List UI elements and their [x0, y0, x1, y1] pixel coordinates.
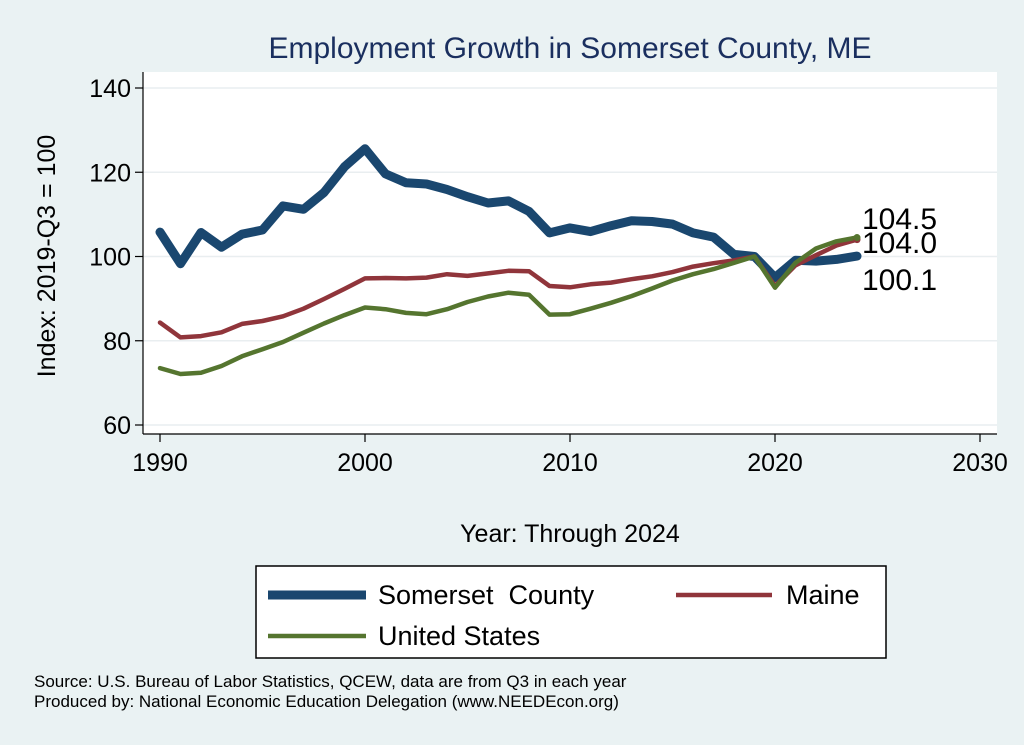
x-tick-label: 2000: [337, 449, 393, 477]
legend-label: United States: [378, 621, 540, 651]
series-endpoint: [853, 234, 861, 242]
y-axis-title: Index: 2019-Q3 = 100: [33, 135, 61, 378]
x-tick-label: 1990: [132, 449, 188, 477]
y-tick-label: 140: [89, 75, 131, 103]
x-axis-title: Year: Through 2024: [460, 520, 680, 548]
y-tick-label: 100: [89, 244, 131, 272]
legend-label: Somerset County: [378, 580, 595, 610]
series-endpoint: [853, 252, 861, 260]
x-tick-label: 2010: [542, 449, 598, 477]
legend-label: Maine: [786, 580, 860, 610]
x-tick-label: 2020: [747, 449, 803, 477]
series-line-somerset-county: [155, 144, 862, 283]
producer-note: Produced by: National Economic Education…: [34, 692, 619, 711]
x-tick-label: 2030: [952, 449, 1008, 477]
series-lines: [155, 144, 862, 377]
y-tick-label: 60: [103, 412, 131, 440]
legend: Somerset County Maine United States: [268, 580, 860, 651]
end-value-label: 104.0: [862, 227, 937, 260]
end-value-label: 104.5: [862, 203, 937, 236]
legend-box: [255, 565, 887, 659]
axes: 60 80 100 120 140 1990 2000 2010 2020 2030: [89, 72, 1008, 477]
end-value-label: 100.1: [862, 264, 937, 297]
series-line-united-states: [157, 235, 860, 377]
y-tick-label: 120: [89, 159, 131, 187]
chart-title: Employment Growth in Somerset County, ME: [269, 32, 872, 65]
source-note: Source: U.S. Bureau of Labor Statistics,…: [34, 672, 627, 691]
y-tick-label: 80: [103, 328, 131, 356]
